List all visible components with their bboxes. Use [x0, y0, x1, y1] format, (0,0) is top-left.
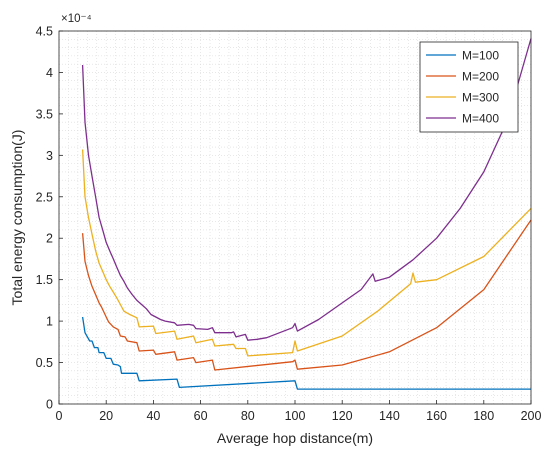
x-tick-label: 160	[426, 409, 447, 423]
series-lines	[81, 38, 532, 390]
x-tick-label: 100	[285, 409, 306, 423]
series-line-m300	[81, 149, 532, 357]
y-tick-label: 3	[46, 149, 53, 163]
y-axis-label: Total energy consumption(J)	[9, 130, 25, 306]
x-tick-label: 0	[56, 409, 63, 423]
legend-label-m400: M=400	[462, 112, 499, 126]
x-tick-label: 80	[241, 409, 255, 423]
x-tick-label: 120	[332, 409, 353, 423]
legend-label-m300: M=300	[462, 91, 499, 105]
grid	[58, 30, 532, 405]
y-exponent-label: ×10⁻⁴	[61, 13, 92, 25]
y-tick-label: 2	[46, 232, 53, 246]
series-line-m200	[81, 219, 532, 371]
series-line-m100	[81, 316, 531, 390]
x-tick-label: 20	[99, 409, 113, 423]
x-axis-label: Average hop distance(m)	[217, 430, 373, 446]
legend-label-m200: M=200	[462, 70, 499, 84]
tick-labels: 0 20 40 60 80 100 120 140 160 180 200 0 0.5 1 1.5 2 2.5 3…	[36, 25, 542, 424]
x-tick-label: 200	[521, 409, 542, 423]
axes	[58, 30, 532, 405]
x-tick-label: 60	[194, 409, 208, 423]
y-tick-label: 4.5	[36, 25, 53, 39]
x-tick-label: 140	[379, 409, 400, 423]
legend-box	[419, 41, 519, 133]
y-tick-label: 2.5	[36, 190, 53, 204]
y-tick-label: 0.5	[36, 356, 53, 370]
legend: M=100 M=200 M=300 M=400	[419, 41, 519, 133]
y-tick-label: 0	[46, 398, 53, 412]
y-tick-label: 3.5	[36, 107, 53, 121]
y-tick-label: 4	[46, 66, 53, 80]
series-line-m400	[81, 38, 532, 341]
y-tick-label: 1	[46, 315, 53, 329]
y-tick-label: 1.5	[36, 273, 53, 287]
x-tick-label: 40	[146, 409, 160, 423]
x-tick-label: 180	[473, 409, 494, 423]
legend-label-m100: M=100	[462, 49, 499, 63]
